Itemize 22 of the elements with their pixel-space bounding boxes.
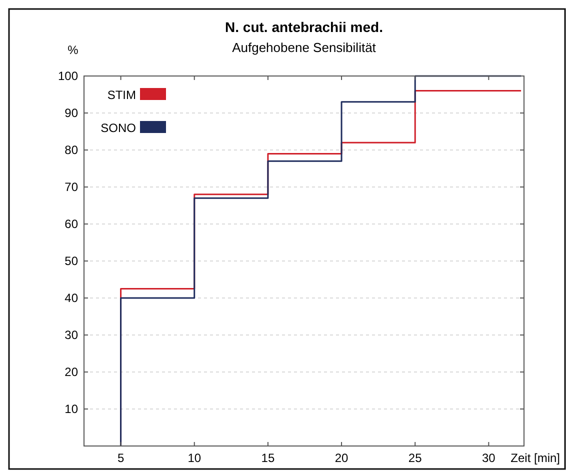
y-tick-label: 50 <box>64 254 78 268</box>
y-tick-label: 30 <box>64 328 78 342</box>
x-tick-label: 30 <box>482 451 496 465</box>
chart-subtitle: Aufgehobene Sensibilität <box>232 40 376 55</box>
legend-label: STIM <box>107 88 136 102</box>
x-tick-label: 5 <box>117 451 124 465</box>
x-tick-label: 20 <box>334 451 349 465</box>
x-axis-title: Zeit [min] <box>510 451 560 465</box>
y-tick-label: 20 <box>64 365 78 379</box>
y-axis-title: % <box>68 43 79 57</box>
y-tick-label: 100 <box>58 69 78 83</box>
y-tick-label: 60 <box>64 217 78 231</box>
y-tick-label: 90 <box>64 106 78 120</box>
y-tick-label: 70 <box>64 180 78 194</box>
legend-label: SONO <box>100 121 136 135</box>
chart-title: N. cut. antebrachii med. <box>225 19 383 35</box>
x-tick-label: 10 <box>188 451 202 465</box>
x-tick-label: 15 <box>261 451 275 465</box>
y-tick-label: 40 <box>64 291 78 305</box>
y-tick-label: 80 <box>64 143 78 157</box>
y-tick-label: 10 <box>64 402 78 416</box>
x-tick-label: 25 <box>408 451 422 465</box>
